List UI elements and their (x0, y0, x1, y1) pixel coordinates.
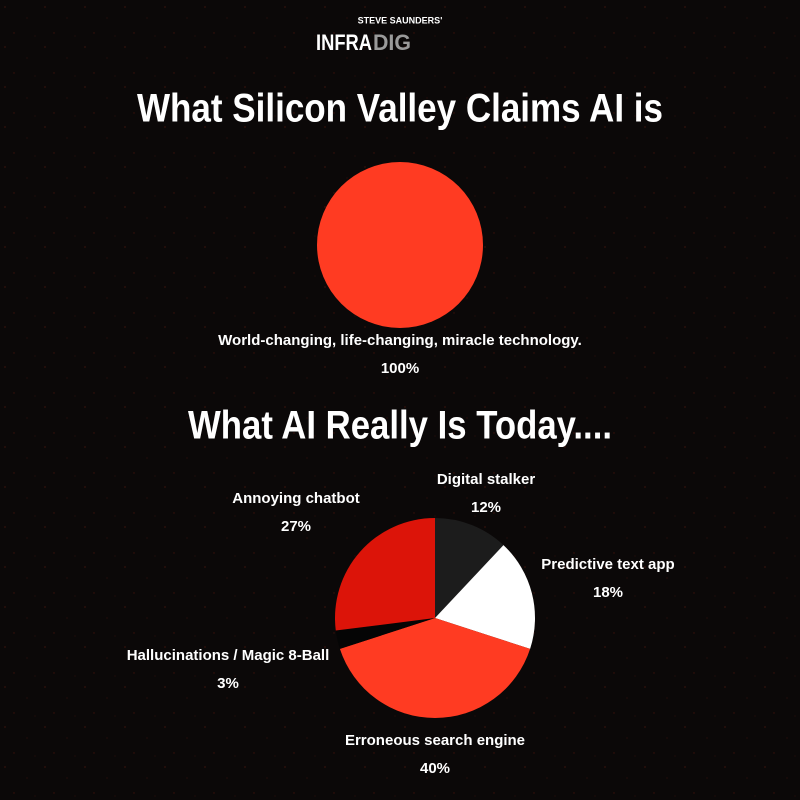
slice-value-label: 100% (381, 360, 419, 377)
slice-value-label: 27% (281, 518, 311, 535)
brand-accent: DIG (373, 30, 411, 55)
pie-slice (435, 545, 535, 649)
pie-slice (335, 618, 435, 649)
slice-label: World-changing, life-changing, miracle t… (218, 332, 582, 349)
chart-title: What Silicon Valley Claims AI is (137, 87, 663, 131)
chart-title: What AI Really Is Today.... (188, 404, 612, 448)
slice-value-label: 12% (471, 499, 501, 516)
slice-label: Hallucinations / Magic 8-Ball (127, 647, 330, 664)
slice-value-label: 3% (217, 675, 239, 692)
slice-label: Digital stalker (437, 471, 536, 488)
pie-slice (335, 518, 435, 631)
slice-label: Annoying chatbot (232, 490, 360, 507)
pie-slice (339, 618, 531, 718)
pie-slice (435, 518, 504, 618)
byline: STEVE SAUNDERS' (358, 15, 443, 25)
slice-value-label: 40% (420, 760, 450, 777)
slice-value-label: 18% (593, 584, 623, 601)
slice-label: Erroneous search engine (345, 732, 525, 749)
brand-main: INFRA (316, 30, 372, 55)
slice-label: Predictive text app (541, 556, 674, 573)
pie-slice (317, 162, 483, 328)
